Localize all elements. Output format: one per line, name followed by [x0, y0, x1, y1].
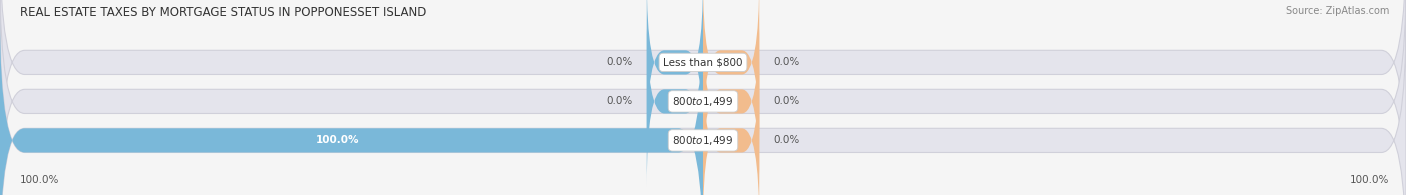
Text: 100.0%: 100.0%: [20, 175, 59, 185]
FancyBboxPatch shape: [0, 0, 1406, 187]
FancyBboxPatch shape: [703, 55, 759, 195]
Text: $800 to $1,499: $800 to $1,499: [672, 95, 734, 108]
FancyBboxPatch shape: [647, 16, 703, 187]
Text: 0.0%: 0.0%: [773, 96, 800, 106]
Text: 100.0%: 100.0%: [316, 135, 359, 145]
Text: REAL ESTATE TAXES BY MORTGAGE STATUS IN POPPONESSET ISLAND: REAL ESTATE TAXES BY MORTGAGE STATUS IN …: [20, 6, 426, 19]
Text: $800 to $1,499: $800 to $1,499: [672, 134, 734, 147]
Text: 0.0%: 0.0%: [606, 96, 633, 106]
FancyBboxPatch shape: [647, 0, 703, 148]
FancyBboxPatch shape: [0, 16, 1406, 195]
Text: 0.0%: 0.0%: [773, 135, 800, 145]
FancyBboxPatch shape: [0, 16, 703, 195]
FancyBboxPatch shape: [703, 0, 759, 148]
Text: 100.0%: 100.0%: [1350, 175, 1389, 185]
Text: Less than $800: Less than $800: [664, 57, 742, 67]
FancyBboxPatch shape: [703, 16, 759, 187]
Text: 0.0%: 0.0%: [606, 57, 633, 67]
Text: Source: ZipAtlas.com: Source: ZipAtlas.com: [1285, 6, 1389, 16]
Text: 0.0%: 0.0%: [773, 57, 800, 67]
